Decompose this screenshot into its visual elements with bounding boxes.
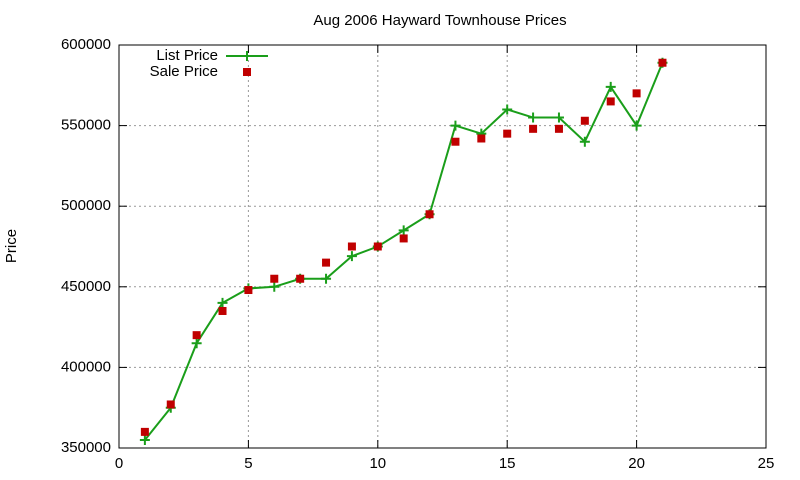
point	[270, 274, 279, 283]
legend-label: List Price	[156, 47, 218, 64]
point	[528, 112, 539, 123]
x-tick-label: 10	[369, 455, 386, 472]
plot-frame	[118, 44, 767, 449]
point	[244, 286, 253, 295]
y-tick-label: 500000	[61, 197, 111, 214]
y-tick-label: 350000	[61, 439, 111, 456]
y-axis-label: Price	[3, 229, 20, 263]
point	[554, 124, 563, 133]
point	[631, 120, 642, 131]
point	[139, 434, 150, 445]
point	[477, 134, 486, 143]
point	[605, 81, 616, 92]
chart-title: Aug 2006 Hayward Townhouse Prices	[313, 12, 566, 29]
point	[269, 281, 280, 292]
point	[580, 116, 589, 125]
x-tick-label: 25	[758, 455, 775, 472]
x-tick-label: 15	[499, 455, 516, 472]
y-tick-label: 550000	[61, 117, 111, 134]
point	[450, 120, 461, 131]
point	[166, 400, 175, 409]
legend-marker	[243, 68, 251, 76]
point	[347, 242, 356, 251]
point	[606, 97, 615, 106]
point	[529, 124, 538, 133]
point	[217, 297, 228, 308]
point	[191, 338, 202, 349]
point	[373, 242, 382, 251]
y-tick-label: 600000	[61, 36, 111, 53]
point	[632, 89, 641, 98]
point	[296, 274, 305, 283]
point	[218, 306, 227, 315]
point	[553, 112, 564, 123]
point	[399, 234, 408, 243]
point	[322, 258, 331, 267]
point	[346, 251, 357, 262]
x-tick-label: 5	[244, 455, 252, 472]
x-tick-label: 20	[628, 455, 645, 472]
y-tick-label: 450000	[61, 278, 111, 295]
point	[503, 129, 512, 138]
point	[502, 104, 513, 115]
point	[192, 331, 201, 340]
legend-label: Sale Price	[150, 63, 218, 80]
point	[579, 136, 590, 147]
y-tick-label: 400000	[61, 358, 111, 375]
point	[451, 137, 460, 146]
point	[398, 225, 409, 236]
point	[140, 427, 149, 436]
point	[321, 273, 332, 284]
legend-marker	[242, 51, 252, 61]
point	[425, 210, 434, 219]
x-tick-label: 0	[115, 455, 123, 472]
point	[658, 58, 667, 67]
